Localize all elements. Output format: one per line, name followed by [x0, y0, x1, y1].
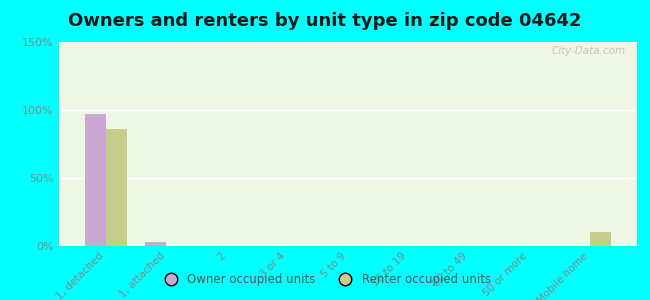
- Bar: [145, 242, 166, 246]
- Text: City-Data.com: City-Data.com: [551, 46, 625, 56]
- Legend: Owner occupied units, Renter occupied units: Owner occupied units, Renter occupied un…: [154, 269, 496, 291]
- Bar: [106, 129, 127, 246]
- Text: Owners and renters by unit type in zip code 04642: Owners and renters by unit type in zip c…: [68, 12, 582, 30]
- Bar: [590, 232, 611, 246]
- Bar: [84, 114, 106, 246]
